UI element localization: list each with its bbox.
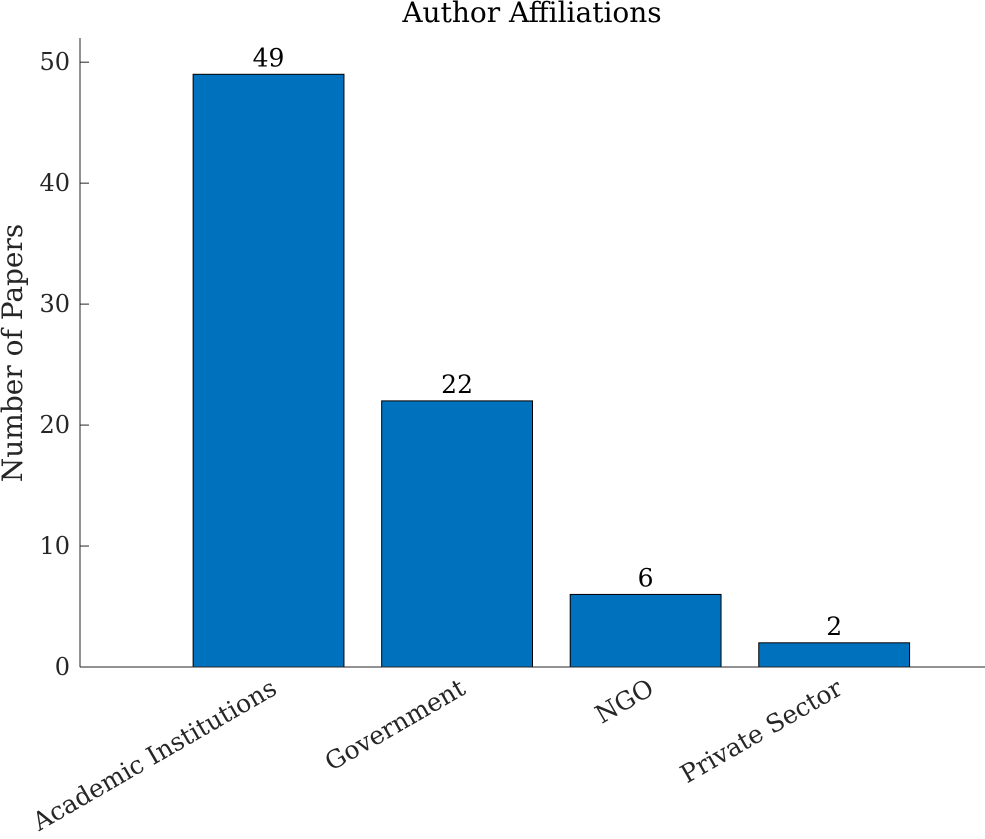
y-tick-label: 50 <box>39 48 70 76</box>
bar-0 <box>192 73 345 668</box>
y-tick-label: 10 <box>39 532 70 560</box>
y-ticks-layer: 0 10 20 30 40 50 <box>39 48 89 681</box>
chart-title: Author Affiliations <box>401 0 661 29</box>
x-category-label: Government <box>320 673 470 776</box>
y-tick-label: 0 <box>55 653 70 681</box>
y-tick-label: 30 <box>39 290 70 318</box>
y-axis-label: Number of Papers <box>0 224 29 483</box>
bars-layer <box>192 73 911 668</box>
y-tick-label: 20 <box>39 411 70 439</box>
x-category-label: Private Sector <box>675 673 847 789</box>
bar-value-label: 49 <box>253 43 285 72</box>
x-category-label: NGO <box>590 673 658 729</box>
bar-value-label: 22 <box>441 370 473 399</box>
bar-3 <box>758 642 911 668</box>
y-tick-label: 40 <box>39 169 70 197</box>
x-category-label: Academic Institutions <box>27 673 282 837</box>
axes-layer <box>79 38 985 668</box>
bar-value-label: 6 <box>638 563 654 592</box>
x-category-labels-layer: Academic Institutions Government NGO Privat… <box>27 673 847 837</box>
bar-value-label: 2 <box>826 612 842 641</box>
data-labels-layer: 49 22 6 2 <box>253 43 842 641</box>
bar-2 <box>569 593 722 668</box>
bar-1 <box>381 400 533 668</box>
